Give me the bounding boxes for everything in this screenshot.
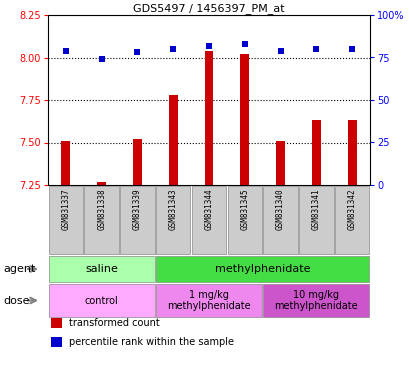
Bar [263, 285, 369, 316]
Point [63, 48, 69, 54]
Title: GDS5497 / 1456397_PM_at: GDS5497 / 1456397_PM_at [133, 3, 284, 14]
Bar [61, 141, 70, 185]
Text: GSM831341: GSM831341 [311, 189, 320, 230]
Bar [51, 318, 62, 328]
Text: agent: agent [3, 264, 35, 274]
Bar [169, 95, 177, 185]
Point [348, 46, 355, 52]
Text: GSM831340: GSM831340 [275, 189, 284, 230]
Point [169, 46, 176, 52]
Bar [49, 256, 154, 282]
Text: 1 mg/kg
methylphenidate: 1 mg/kg methylphenidate [167, 290, 250, 311]
Bar [133, 139, 142, 185]
Text: saline: saline [85, 264, 118, 274]
Bar [311, 121, 320, 185]
Bar [334, 186, 369, 253]
Point [98, 56, 105, 62]
Bar [51, 337, 62, 347]
Text: methylphenidate: methylphenidate [214, 264, 310, 274]
Text: GSM831342: GSM831342 [347, 189, 356, 230]
Text: GSM831344: GSM831344 [204, 189, 213, 230]
Bar [84, 186, 119, 253]
Text: GSM831343: GSM831343 [169, 189, 177, 230]
Bar [49, 285, 154, 316]
Point [241, 41, 247, 47]
Text: transformed count: transformed count [69, 318, 159, 328]
Text: 10 mg/kg
methylphenidate: 10 mg/kg methylphenidate [274, 290, 357, 311]
Bar [347, 121, 356, 185]
Bar [97, 182, 106, 185]
Text: GSM831337: GSM831337 [61, 189, 70, 230]
Text: percentile rank within the sample: percentile rank within the sample [69, 338, 234, 348]
Point [205, 43, 212, 49]
Text: control: control [85, 296, 118, 306]
Point [312, 46, 319, 52]
Bar [156, 285, 261, 316]
Bar [299, 186, 333, 253]
Bar [120, 186, 154, 253]
Text: GSM831339: GSM831339 [133, 189, 142, 230]
Bar [263, 186, 297, 253]
Bar [156, 186, 190, 253]
Bar [227, 186, 261, 253]
Bar [49, 186, 83, 253]
Bar [240, 54, 249, 185]
Bar [275, 141, 284, 185]
Text: GSM831338: GSM831338 [97, 189, 106, 230]
Point [134, 49, 140, 55]
Text: GSM831345: GSM831345 [240, 189, 249, 230]
Bar [204, 51, 213, 185]
Bar [156, 256, 369, 282]
Text: dose: dose [3, 296, 29, 306]
Point [276, 48, 283, 54]
Bar [191, 186, 226, 253]
